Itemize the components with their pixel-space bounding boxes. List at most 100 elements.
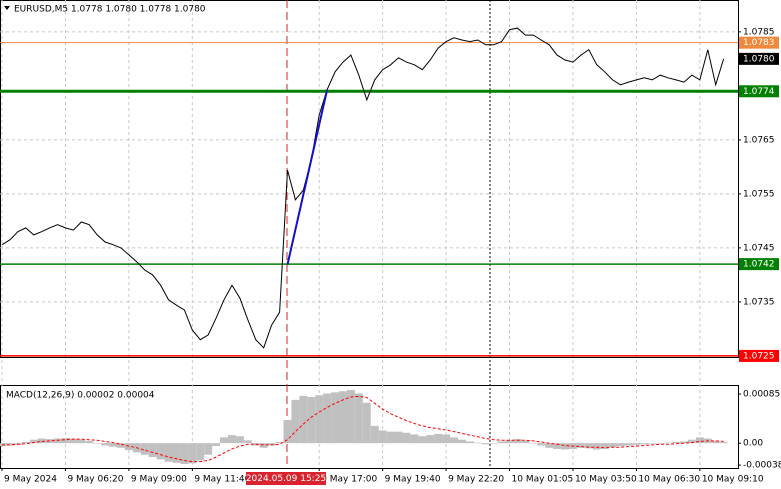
macd-bar [457,439,466,444]
y-tick-label: 0.00 [743,439,763,449]
macd-bar [307,396,316,444]
macd-bar [656,443,665,444]
macd-bar [291,399,300,444]
macd-bar [259,443,268,448]
x-tick-label: 10 May 06:30 [638,475,700,485]
macd-bar [394,431,403,444]
macd-bar [37,438,46,444]
macd-bar [640,443,649,445]
level-label-box [739,85,779,98]
macd-bar [378,430,387,444]
macd-bar [283,420,292,444]
macd-bar [370,425,379,444]
macd-bar [77,439,86,444]
signal-line [2,395,724,463]
macd-bar [521,440,530,444]
macd-bar [212,443,221,447]
level-label-box [739,52,779,65]
x-tick-label: 9 May 11:40 [194,475,250,485]
macd-bar [85,440,94,444]
macd-bar [331,392,340,444]
macd-bar [323,393,332,444]
macd-bar [228,435,236,444]
y-tick-label: 0.00085 [743,390,780,400]
macd-bar [180,443,189,464]
macd-bar [267,443,276,446]
level-label-box [739,349,779,362]
grid [0,0,738,468]
trend-line [286,89,329,265]
macd-bar [101,443,110,446]
collapse-icon [4,6,10,10]
macd-bar [592,443,601,450]
macd-bar [61,437,70,444]
macd-bar [680,441,688,444]
macd-bar [450,437,458,444]
macd-bar [529,443,538,444]
x-tick-label: 9 May 22:20 [448,475,504,485]
price-line [1,27,725,349]
macd-bar [21,442,30,444]
macd-bar [354,393,363,444]
y-tick-label: 1.0735 [743,297,775,307]
level-label: 1.0725 [743,351,775,361]
macd-bar [418,436,427,444]
macd-bar [442,434,451,444]
x-tick-label: 9 May 19:40 [385,475,441,485]
macd-bar [156,443,165,460]
x-tick-label: 9 May 17:00 [321,475,377,485]
x-tick-label: 10 May 01:05 [512,475,574,485]
y-tick-label: -0.00038 [743,461,781,471]
macd-bar [410,434,419,444]
macd-bar [275,442,284,444]
macd-bar [481,443,490,445]
macd-bar [109,443,117,447]
macd-bar [632,443,641,445]
macd-bar [553,443,562,449]
macd-panel-frame [0,385,739,469]
macd-bar [188,443,197,464]
macd-bar [362,402,371,444]
level-label: 1.0783 [743,38,775,48]
macd-bar [465,441,474,444]
macd-bar [473,442,482,444]
cursor-label-box [246,472,326,485]
macd-bar [93,443,102,444]
level-label: 1.0742 [743,260,775,270]
cursor-label: 2024.05.09 15:25 [246,474,326,484]
macd-bar [561,443,569,450]
macd-bar [624,443,633,446]
y-tick-label: 1.0785 [743,27,775,37]
macd-bar [164,443,173,462]
macd-bar [600,443,609,449]
macd-bar [220,437,229,444]
level-label-box [739,258,779,271]
macd-bar [235,436,244,444]
y-tick-label: 1.0745 [743,243,775,253]
macd-bar [346,390,355,444]
macd-bar [497,441,506,444]
macd-bar [172,443,181,463]
macd-bar [505,440,514,444]
y-tick-label: 1.0765 [743,135,775,145]
macd-bar [489,443,498,444]
macd-bar [148,443,157,458]
macd-bar [315,395,324,444]
y-tick-label: 1.0755 [743,189,775,199]
level-label: 1.0780 [743,54,775,64]
macd-bar [386,431,395,444]
x-tick-label: 9 May 2024 [4,475,57,485]
macd-bar [513,439,522,444]
macd-bar [426,435,435,444]
indicator-title: MACD(12,26,9) 0.00002 0.00004 [6,391,155,401]
macd-bar [124,443,133,451]
macd-bar [545,443,554,448]
macd-bar [243,440,252,444]
macd-bar [204,443,213,455]
macd-bar [53,438,62,444]
macd-bar [116,443,125,448]
level-label: 1.0774 [743,87,775,97]
macd-bar [537,443,546,446]
